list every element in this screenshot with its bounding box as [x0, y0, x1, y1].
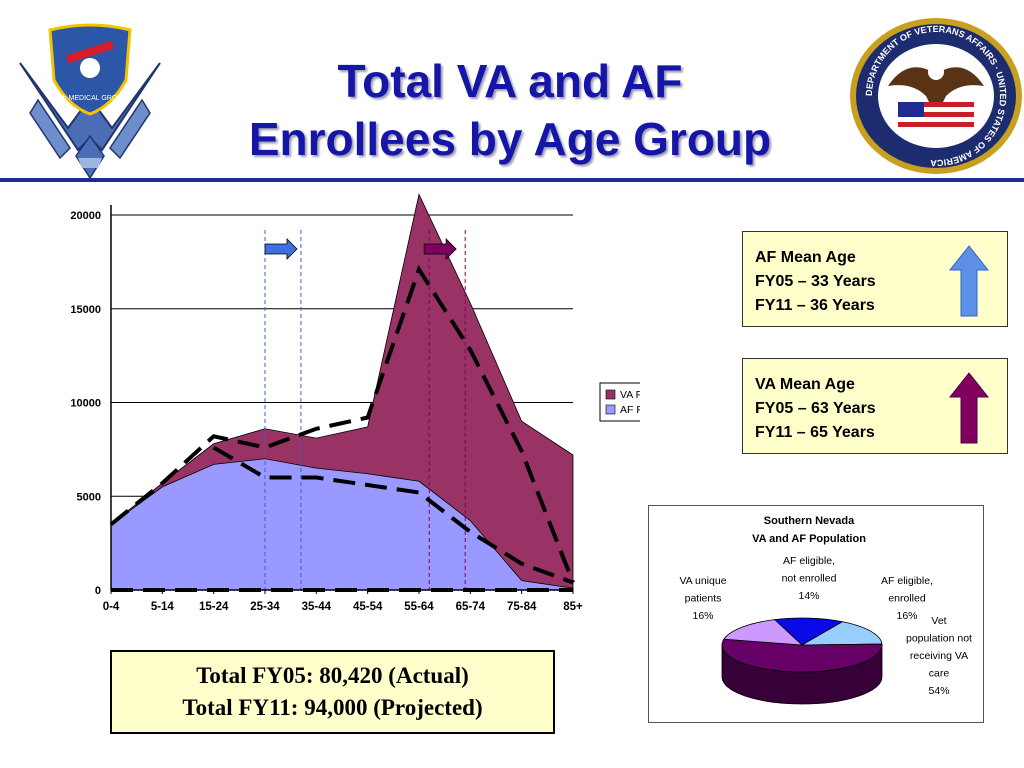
pie-label-line: 16% — [692, 610, 713, 622]
fy05-total-dashed-line — [109, 264, 575, 584]
legend-swatch — [605, 404, 616, 415]
pie-slice-label: AF eligible, enrolled 16% — [881, 575, 933, 622]
x-tick-label: 65-74 — [456, 601, 486, 613]
x-tick-label: 75-84 — [507, 601, 537, 613]
pie-label-line: 16% — [896, 610, 917, 622]
va-mean-age-fy05: FY05 – 63 Years — [755, 400, 876, 417]
medical-group-text: 99th MEDICAL GROUP — [53, 95, 127, 102]
up-arrow-icon — [948, 372, 990, 444]
x-tick-label: 55-64 — [404, 601, 434, 613]
pie-label-line: Vet — [931, 615, 946, 627]
pie-label-line: care — [929, 668, 950, 680]
legend-label: VA FY11 — [620, 389, 640, 401]
x-tick-label: 5-14 — [151, 601, 175, 613]
flag-icon — [898, 102, 974, 132]
header-divider — [0, 178, 1024, 182]
medical-group-shield-icon: 99th MEDICAL GROUP — [48, 23, 132, 116]
af-mean-age-fy11: FY11 – 36 Years — [755, 297, 875, 314]
population-pie-chart: Southern Nevada VA and AF Population AF el… — [679, 515, 972, 705]
y-tick-label: 5000 — [77, 491, 101, 503]
y-tick-label: 20000 — [70, 210, 101, 222]
pie-label-line: VA unique — [679, 575, 726, 587]
chart-legend: VA FY11 AF FY11 — [599, 382, 640, 422]
pie-label-line: patients — [685, 593, 722, 605]
pie-label-line: AF eligible, — [783, 555, 835, 567]
pie-title-line-1: Southern Nevada — [764, 515, 855, 527]
y-tick-label: 0 — [95, 585, 101, 597]
af-mean-age-title: AF Mean Age — [755, 249, 856, 266]
total-fy11: Total FY11: 94,000 (Projected) — [182, 695, 483, 720]
y-tick-label: 10000 — [70, 398, 101, 410]
pie-slice — [721, 638, 883, 673]
page-title: Total VA and AF Enrollees by Age Group — [190, 52, 830, 168]
total-fy05: Total FY05: 80,420 (Actual) — [196, 663, 469, 688]
fy05-af-dashed-line — [212, 445, 574, 585]
x-tick-label: 45-54 — [353, 601, 383, 613]
va-mean-age-title: VA Mean Age — [755, 376, 855, 393]
title-line-2: Enrollees by Age Group — [248, 113, 772, 165]
pie-label-line: enrolled — [888, 593, 926, 605]
x-tick-label: 15-24 — [199, 601, 229, 613]
right-arrow-icon — [423, 238, 457, 260]
pie-label-line: 14% — [798, 590, 819, 602]
pie-slice — [800, 621, 883, 646]
pie-label-line: population not — [906, 633, 972, 645]
va-mean-age-box: VA Mean Age FY05 – 63 Years FY11 – 65 Ye… — [742, 358, 1008, 454]
x-tick-label: 85+ — [563, 601, 583, 613]
title-line-1: Total VA and AF — [337, 55, 683, 107]
pie-title-line-2: VA and AF Population — [752, 533, 866, 545]
legend-swatch — [605, 389, 616, 400]
totals-box: Total FY05: 80,420 (Actual) Total FY11: … — [110, 650, 555, 734]
pie-slice-label: VA unique patients 16% — [679, 575, 726, 622]
air-force-logo: 99th MEDICAL GROUP — [19, 23, 161, 180]
x-tick-label: 25-34 — [250, 601, 280, 613]
pie-label-line: receiving VA — [910, 650, 968, 662]
pie-label-line: not enrolled — [782, 573, 837, 585]
pie-label-line: 54% — [928, 685, 949, 697]
right-arrow-icon — [264, 238, 298, 260]
x-tick-label: 0-4 — [103, 601, 120, 613]
population-pie-chart-box: Southern Nevada VA and AF Population AF el… — [648, 505, 984, 723]
pie-slice-label: AF eligible, not enrolled 14% — [782, 555, 837, 602]
af-mean-age-fy05: FY05 – 33 Years — [755, 273, 876, 290]
pie-slice — [723, 619, 804, 646]
legend-label: AF FY11 — [620, 404, 640, 416]
va-seal-logo: DEPARTMENT OF VETERANS AFFAIRS · UNITED … — [850, 18, 1022, 174]
x-tick-label: 35-44 — [302, 601, 332, 613]
va-mean-age-fy11: FY11 – 65 Years — [755, 424, 875, 441]
pie-label-line: AF eligible, — [881, 575, 933, 587]
age-group-area-chart: 0 5000 10000 15000 20000 0-4 5-14 15-24 25-34 35-… — [70, 193, 640, 613]
af-mean-age-box: AF Mean Age FY05 – 33 Years FY11 – 36 Ye… — [742, 231, 1008, 327]
eagle-icon — [888, 64, 984, 116]
pie-slice-label: Vet population not receiving VA care 54% — [906, 615, 972, 697]
y-tick-label: 15000 — [70, 304, 101, 316]
up-arrow-icon — [948, 245, 990, 317]
pie-slice — [773, 617, 844, 646]
legend-box — [599, 382, 640, 422]
